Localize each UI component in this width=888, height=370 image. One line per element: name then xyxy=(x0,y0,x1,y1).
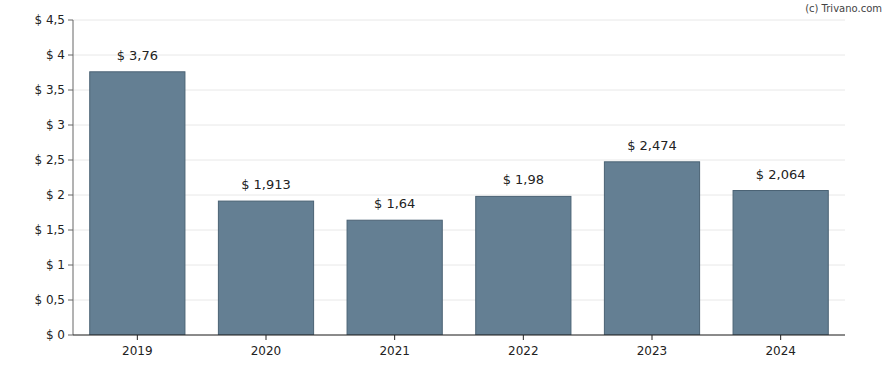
bar xyxy=(604,162,699,335)
chart: $ 0 $ 0,5 $ 1 $ 1,5 $ 2 $ 2,5 $ 3 $ 3,5 $ 4 $ 4,5… xyxy=(0,0,888,370)
x-tick xyxy=(266,335,267,340)
y-tick-label: $ 2,5 xyxy=(34,153,65,167)
bar xyxy=(90,72,185,335)
bar xyxy=(733,191,828,335)
bar xyxy=(218,201,313,335)
data-label: $ 1,98 xyxy=(503,172,544,187)
y-tick xyxy=(68,20,73,21)
data-label: $ 1,64 xyxy=(374,196,415,211)
x-tick xyxy=(780,335,781,340)
grid-line xyxy=(73,55,845,56)
grid-line xyxy=(73,90,845,91)
y-tick-label: $ 4,5 xyxy=(34,13,65,27)
y-tick xyxy=(68,265,73,266)
x-axis xyxy=(73,335,845,336)
y-tick xyxy=(68,160,73,161)
y-tick xyxy=(68,335,73,336)
data-label: $ 1,913 xyxy=(241,177,291,192)
grid-line xyxy=(73,20,845,21)
grid-line xyxy=(73,195,845,196)
grid-line xyxy=(73,125,845,126)
grid-line xyxy=(73,160,845,161)
data-label: $ 2,474 xyxy=(627,138,677,153)
x-tick-label: 2020 xyxy=(251,344,282,358)
y-tick xyxy=(68,230,73,231)
y-tick-label: $ 3 xyxy=(46,118,65,132)
bar xyxy=(476,196,571,335)
grid-line xyxy=(73,230,845,231)
data-label: $ 3,76 xyxy=(117,48,158,63)
x-tick xyxy=(137,335,138,340)
y-tick xyxy=(68,90,73,91)
x-tick-label: 2021 xyxy=(379,344,410,358)
x-tick-label: 2019 xyxy=(122,344,153,358)
x-tick-label: 2023 xyxy=(637,344,668,358)
y-tick xyxy=(68,300,73,301)
y-tick-label: $ 1 xyxy=(46,258,65,272)
y-tick xyxy=(68,55,73,56)
grid-line xyxy=(73,335,845,336)
credit: (c) Trivano.com xyxy=(805,3,882,14)
x-tick-label: 2022 xyxy=(508,344,539,358)
y-tick-label: $ 0,5 xyxy=(34,293,65,307)
bar xyxy=(347,220,442,335)
y-tick xyxy=(68,195,73,196)
x-tick xyxy=(394,335,395,340)
grid-line xyxy=(73,300,845,301)
y-tick-label: $ 4 xyxy=(46,48,65,62)
data-label: $ 2,064 xyxy=(756,167,806,182)
bars xyxy=(90,72,829,335)
y-tick-label: $ 0 xyxy=(46,328,65,342)
x-tick xyxy=(652,335,653,340)
y-tick-label: $ 1,5 xyxy=(34,223,65,237)
y-tick-label: $ 3,5 xyxy=(34,83,65,97)
y-tick xyxy=(68,125,73,126)
grid-line xyxy=(73,265,845,266)
y-axis xyxy=(73,20,74,335)
x-tick xyxy=(523,335,524,340)
x-tick-label: 2024 xyxy=(765,344,796,358)
y-tick-label: $ 2 xyxy=(46,188,65,202)
